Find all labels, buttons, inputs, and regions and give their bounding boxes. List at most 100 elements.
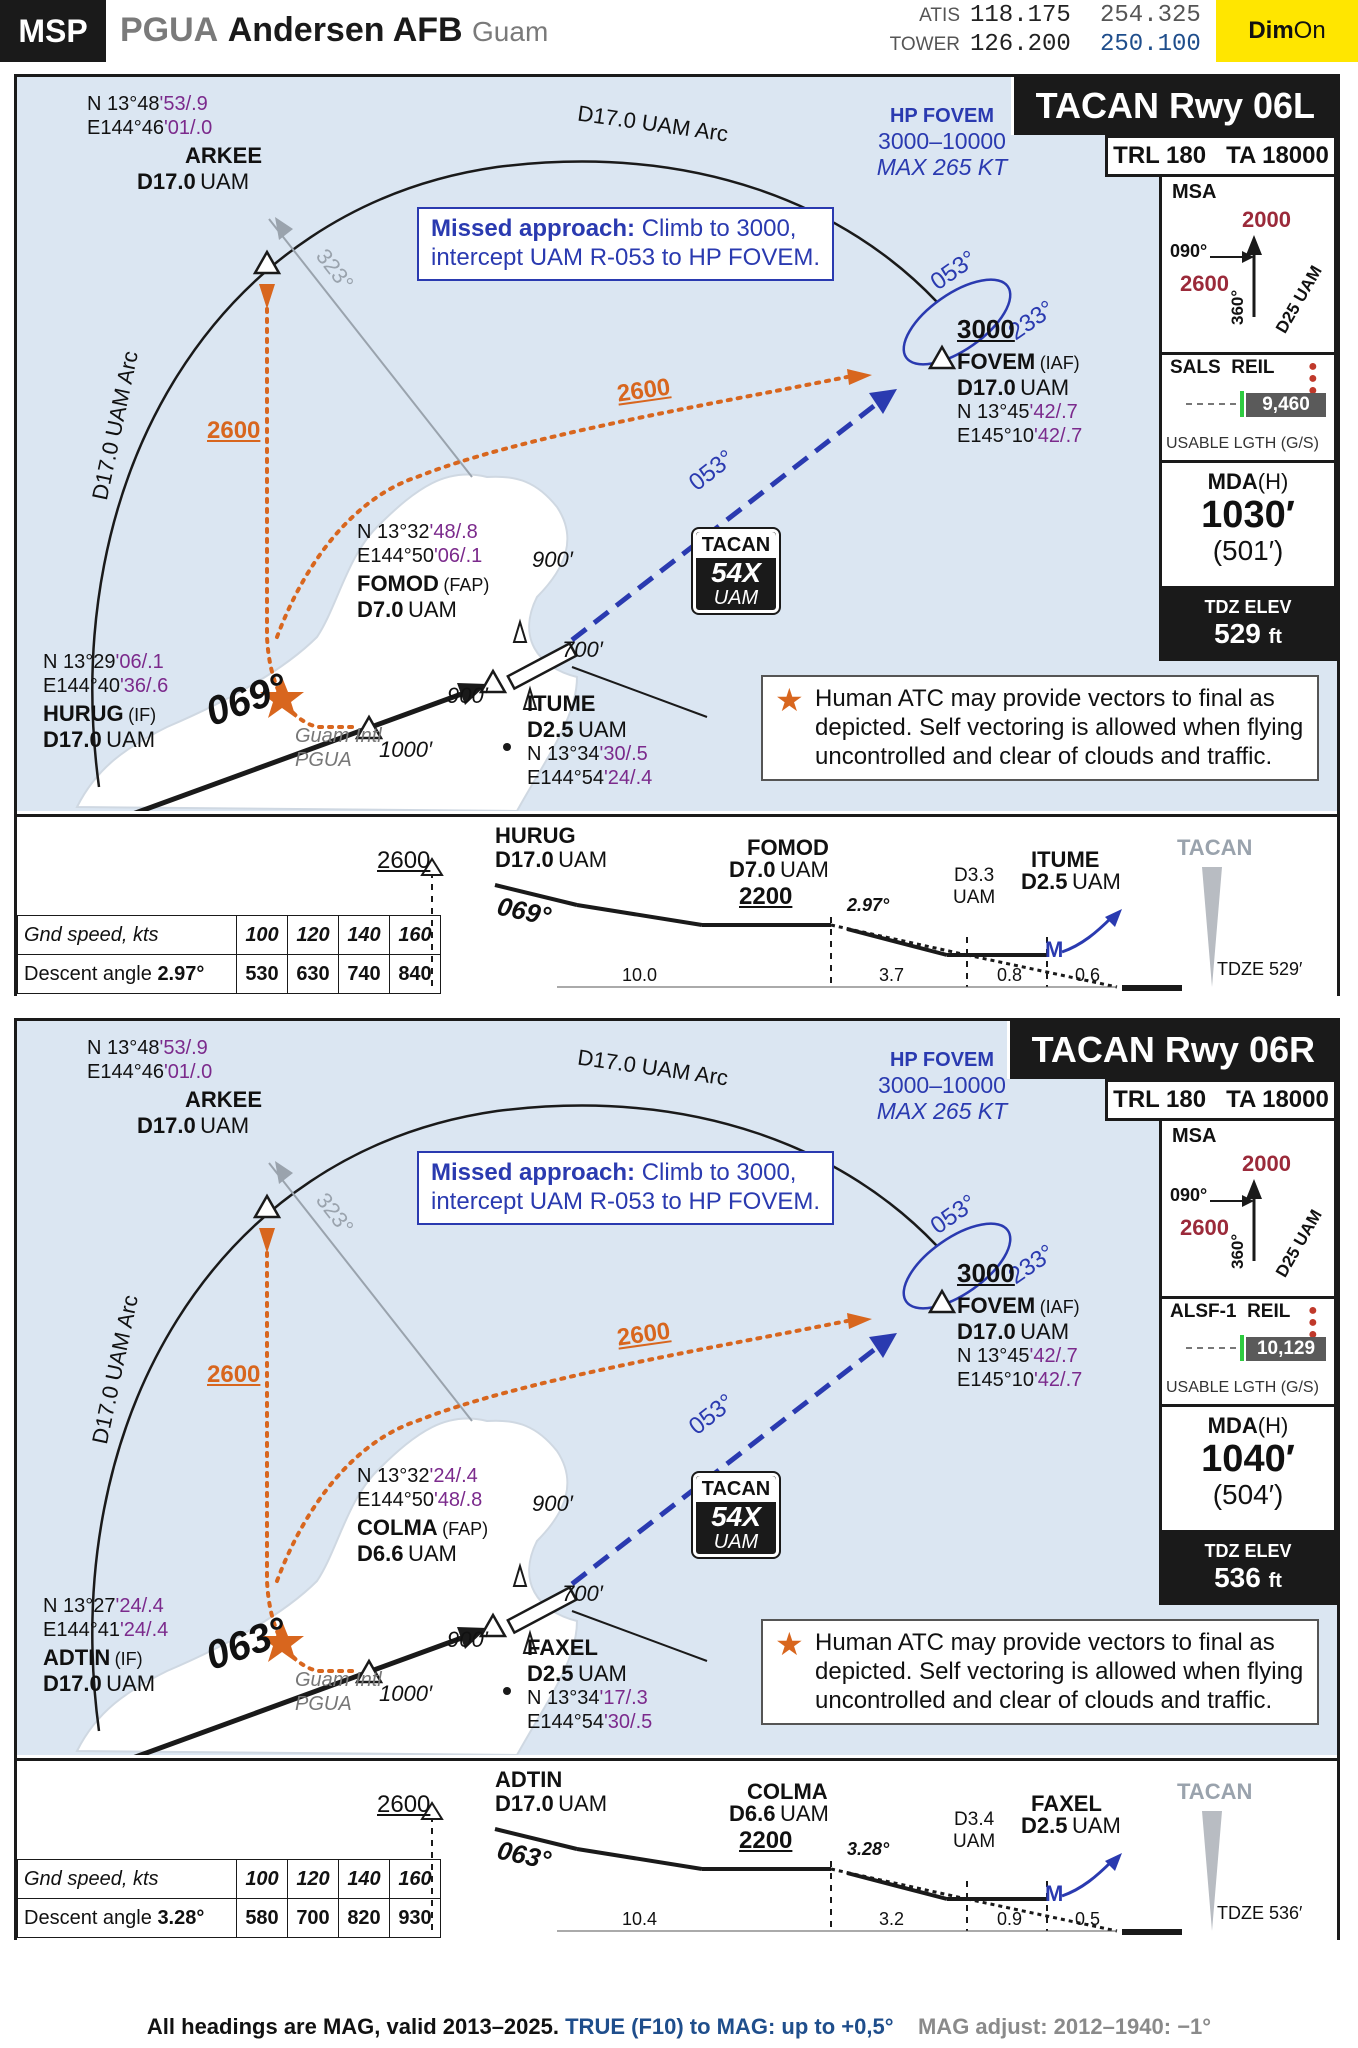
- airport-name-label: Guam Intl: [295, 725, 382, 747]
- fix-stepdown: [478, 668, 508, 694]
- profile-if: HURUG: [495, 823, 576, 848]
- profile-stepdown-dist: D2.5 UAM: [1021, 1813, 1121, 1838]
- faf-lat-line: N 13°32'48/.8: [357, 521, 478, 544]
- gs-value-3: 820: [338, 1898, 390, 1938]
- fovem-dist: D17.0: [957, 1319, 1016, 1344]
- stepdown-lat-a: N 13°34: [527, 1687, 600, 1709]
- tdz-label: TDZ ELEV: [1204, 1541, 1292, 1561]
- if-lat-b: '06/.1: [115, 651, 164, 673]
- plan-view: [17, 77, 1337, 811]
- gs-speed-2: 120: [287, 915, 339, 955]
- msa-label: MSA: [1172, 1125, 1217, 1147]
- note-line-2: depicted. Self vectoring is allowed when…: [815, 1657, 1304, 1685]
- radial-323-line: [268, 218, 473, 478]
- gs-value-4: 930: [389, 1898, 441, 1938]
- gs-speed-1: 100: [236, 915, 288, 955]
- profile-tdze: TDZE 529′: [1217, 959, 1303, 979]
- fovem-name-line: FOVEM (IAF): [957, 349, 1080, 374]
- msa-label: MSA: [1172, 181, 1217, 203]
- profile-tdze: TDZE 536′: [1217, 1903, 1303, 1923]
- vector-path-west: [265, 297, 359, 729]
- profile-faf-dist: D6.6 UAM: [729, 1801, 829, 1826]
- runway: [506, 641, 578, 691]
- arkee-dme: UAM: [200, 169, 250, 194]
- note-line-3: uncontrolled and clear of clouds and tra…: [815, 1686, 1273, 1714]
- fovem-role: (IAF): [1039, 1297, 1080, 1317]
- hp-speed: MAX 265 KT: [876, 1098, 1008, 1125]
- obstacle-1: [512, 1562, 528, 1587]
- airport-location: Guam: [472, 16, 549, 47]
- runway-length: 10,129: [1246, 1337, 1326, 1361]
- msa-box: MSA 2000 090° 2600 360° D25 UAM: [1159, 177, 1337, 355]
- tacan-box: TACAN 54X UAM: [693, 529, 779, 613]
- profile-if-dist: D17.0 UAM: [495, 1791, 607, 1816]
- elev-900-north: 900′: [532, 1491, 573, 1516]
- papi-icon: ● ● ●: [1308, 358, 1318, 399]
- elev-900-south: 900′: [447, 683, 488, 708]
- tdz-value-line: 536 ft: [1159, 1562, 1337, 1594]
- msa-090: 090°: [1170, 1185, 1208, 1205]
- arkee-lat-a: N 13°48: [87, 93, 160, 115]
- airport-title: PGUA Andersen AFB Guam: [120, 8, 548, 54]
- final-approach-arrow: [457, 683, 487, 705]
- trl-ta: TRL 180 TA 18000: [1105, 135, 1337, 177]
- mda-h: (H): [1257, 469, 1289, 494]
- profile-if-d: D17.0: [495, 847, 554, 872]
- final-approach-track: [133, 689, 468, 811]
- footer-part-1: All headings are MAG, valid 2013–2025.: [146, 2014, 559, 2039]
- if-dist-line: D17.0 UAM: [43, 1671, 155, 1696]
- tacan-spoke: [571, 666, 708, 718]
- missed-line-2: intercept UAM R-053 to HP FOVEM.: [431, 1187, 821, 1215]
- profile-if-name: HURUG: [495, 823, 576, 848]
- final-approach-arrow: [457, 1627, 487, 1649]
- profile-svg: [420, 857, 1222, 991]
- profile-tacan-label: TACAN: [1177, 835, 1253, 860]
- if-lon-a: E144°40: [43, 675, 120, 697]
- dim-on-toggle[interactable]: DimOn: [1216, 0, 1358, 62]
- missed-bold: Missed approach:: [431, 215, 636, 242]
- faf-lat-a: N 13°32: [357, 521, 430, 543]
- profile-map-icon: M: [1045, 937, 1064, 962]
- note-line-3: uncontrolled and clear of clouds and tra…: [815, 742, 1273, 770]
- hp-alt: 3000–10000: [878, 128, 1006, 154]
- lighting-box: ALSF-1 REIL ● ● ● 10,129 USABLE LGTH (G/S): [1159, 1299, 1337, 1407]
- profile-d: D3.3: [954, 865, 995, 886]
- airport-name-label: Guam Intl: [295, 1669, 382, 1691]
- approach-panel-06l: N 13°48'53/.9 E144°46'01/.0 ARKEE D17.0 UAM…: [14, 74, 1340, 997]
- if-role: (IF): [114, 1649, 143, 1669]
- radial-323-line: [268, 1162, 473, 1422]
- holding-pattern: [902, 1222, 1012, 1310]
- profile-svg: [420, 1801, 1222, 1935]
- fovem-dme: UAM: [1020, 1319, 1070, 1344]
- plan-svg: [75, 160, 1012, 811]
- stepdown-lon-a: E144°54: [527, 767, 604, 789]
- lighting-system: ALSF-1: [1170, 1301, 1237, 1322]
- faf-lon-line: E144°50'06/.1: [357, 545, 482, 568]
- descent-angle: 3.28°: [157, 1906, 205, 1929]
- gs-label: Gnd speed, kts: [17, 915, 237, 955]
- fix-faf: [354, 714, 384, 740]
- fovem-lon-b: '42/.7: [1033, 1369, 1083, 1391]
- profile-faf: COLMA: [747, 1779, 828, 1804]
- fovem-dist-line: D17.0 UAM: [957, 375, 1069, 400]
- tdz-value: 536: [1214, 1562, 1261, 1593]
- gs-speed-3: 140: [338, 1859, 390, 1899]
- missed-approach-track: [570, 400, 881, 642]
- profile-stepdown-dist: D2.5 UAM: [1021, 869, 1121, 894]
- profile-sd: ITUME: [1031, 847, 1100, 872]
- missed-approach-box: Missed approach: Climb to 3000, intercept…: [417, 207, 835, 281]
- gs-value-1: 530: [236, 954, 288, 994]
- ta: TA 18000: [1226, 142, 1329, 169]
- profile-seg-3: 0.9: [997, 1909, 1023, 1929]
- missed-approach-track: [570, 1344, 881, 1586]
- approach-panel-06r: N 13°48'53/.9 E144°46'01/.0 ARKEE D17.0 UAM…: [14, 1018, 1340, 1941]
- faf-role: (FAP): [443, 575, 490, 595]
- tdz-label: TDZ ELEV: [1204, 597, 1292, 617]
- stepdown-lat-b: '30/.5: [599, 743, 648, 765]
- fix-fovem: [927, 1288, 957, 1314]
- fovem-altitude: 3000: [957, 1258, 1015, 1288]
- missed-approach-arrow: [869, 389, 897, 414]
- runway-length: 9,460: [1246, 393, 1326, 417]
- atis-label: ATIS: [919, 5, 960, 26]
- profile-seg-3: 0.8: [997, 965, 1023, 985]
